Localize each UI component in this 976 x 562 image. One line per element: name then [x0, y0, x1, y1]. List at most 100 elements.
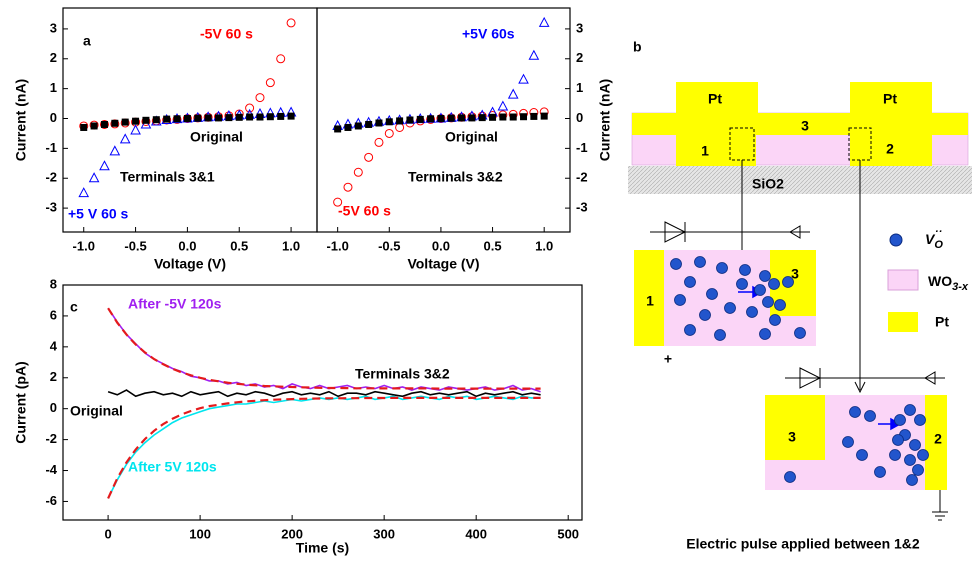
y-tick-label: -2 — [45, 431, 57, 446]
marker — [225, 114, 233, 122]
marker — [132, 117, 140, 125]
x-tick-label: -1.0 — [73, 238, 95, 253]
terminal — [634, 250, 664, 346]
terminal-label: 1 — [701, 143, 709, 159]
y-tick-label: 3 — [576, 20, 583, 35]
marker — [353, 167, 363, 177]
series-label: Original — [70, 403, 123, 419]
vacancy — [774, 299, 786, 311]
terminal-label: 3 — [788, 429, 796, 445]
substrate — [628, 166, 972, 194]
marker — [130, 124, 141, 135]
marker — [343, 182, 353, 192]
marker — [204, 114, 212, 122]
marker — [183, 115, 191, 123]
series-label: -5V 60 s — [338, 203, 391, 219]
y-tick-label: -6 — [45, 493, 57, 508]
marker — [528, 49, 540, 60]
vacancy — [754, 284, 766, 296]
marker — [538, 16, 550, 27]
marker — [286, 18, 296, 28]
vacancy — [917, 449, 929, 461]
marker — [374, 137, 384, 147]
vacancy — [674, 294, 686, 306]
y-tick-label: 2 — [50, 50, 57, 65]
marker — [90, 122, 98, 130]
vacancy — [842, 436, 854, 448]
vacancy — [759, 270, 771, 282]
vacancy — [889, 449, 901, 461]
marker — [111, 119, 119, 127]
marker — [173, 115, 181, 123]
y-tick-label: 8 — [50, 276, 57, 291]
marker — [384, 128, 394, 138]
layer-label: 3 — [801, 118, 809, 134]
terminal-label: 2 — [886, 141, 894, 157]
series-label: +5 V 60 s — [68, 206, 129, 222]
x-tick-label: 0.5 — [230, 238, 248, 253]
caption: Electric pulse applied between 1&2 — [686, 536, 920, 552]
marker — [344, 123, 352, 131]
x-tick-label: -0.5 — [124, 238, 146, 253]
y-tick-label: 0 — [50, 110, 57, 125]
x-tick-label: 0.5 — [484, 238, 502, 253]
marker — [235, 113, 243, 121]
pad-label: Pt — [883, 91, 897, 107]
x-tick-label: 300 — [373, 526, 395, 541]
marker — [246, 113, 254, 121]
x-tick-label: 0.0 — [178, 238, 196, 253]
marker — [518, 73, 529, 84]
marker — [109, 145, 121, 156]
vacancy — [768, 278, 780, 290]
marker — [215, 114, 223, 122]
marker — [458, 114, 466, 122]
panel-label: b — [633, 39, 642, 55]
x-axis-label: Voltage (V) — [154, 256, 226, 272]
vacancy — [684, 276, 696, 288]
vacancy — [892, 434, 904, 446]
series-label: After -5V 120s — [128, 296, 222, 312]
vacancy — [914, 414, 926, 426]
legend-swatch — [888, 312, 918, 332]
marker — [354, 122, 362, 130]
vacancy — [909, 439, 921, 451]
marker — [276, 54, 286, 64]
data-line — [107, 307, 541, 393]
ground — [932, 490, 948, 521]
marker — [152, 116, 160, 124]
marker — [163, 115, 171, 123]
marker — [78, 187, 90, 198]
pt-pad — [850, 82, 932, 115]
marker — [142, 116, 150, 124]
marker — [395, 122, 405, 132]
series-label: Original — [190, 129, 243, 145]
y-axis-label: Current (nA) — [597, 79, 613, 161]
vacancy — [794, 327, 806, 339]
data-line — [107, 389, 541, 398]
y-tick-label: -2 — [45, 170, 57, 185]
device-diagram: b Pt Pt 3 1 2 SiO2 1 3 + 3 2 VO·· WO3-x … — [628, 39, 972, 552]
series-label: Original — [445, 129, 498, 145]
series-label: +5V 60s — [462, 26, 515, 42]
marker — [530, 112, 538, 120]
y-tick-label: -4 — [45, 462, 57, 477]
y-tick-label: -2 — [576, 170, 588, 185]
vacancy — [670, 258, 682, 270]
annotation: Terminals 3&1 — [120, 169, 215, 185]
marker — [406, 116, 414, 124]
legend-label: Pt — [935, 314, 949, 330]
y-tick-label: 0 — [576, 110, 583, 125]
marker — [256, 113, 264, 121]
vacancy — [904, 454, 916, 466]
marker — [119, 133, 131, 144]
x-tick-label: 1.0 — [535, 238, 553, 253]
vacancy — [736, 278, 748, 290]
substrate-label: SiO2 — [752, 176, 784, 192]
marker — [489, 113, 497, 121]
y-tick-label: 4 — [50, 338, 58, 353]
marker — [333, 197, 343, 207]
vacancy — [856, 449, 868, 461]
marker — [427, 115, 435, 123]
vacancy — [782, 276, 794, 288]
fit-line — [107, 307, 541, 390]
